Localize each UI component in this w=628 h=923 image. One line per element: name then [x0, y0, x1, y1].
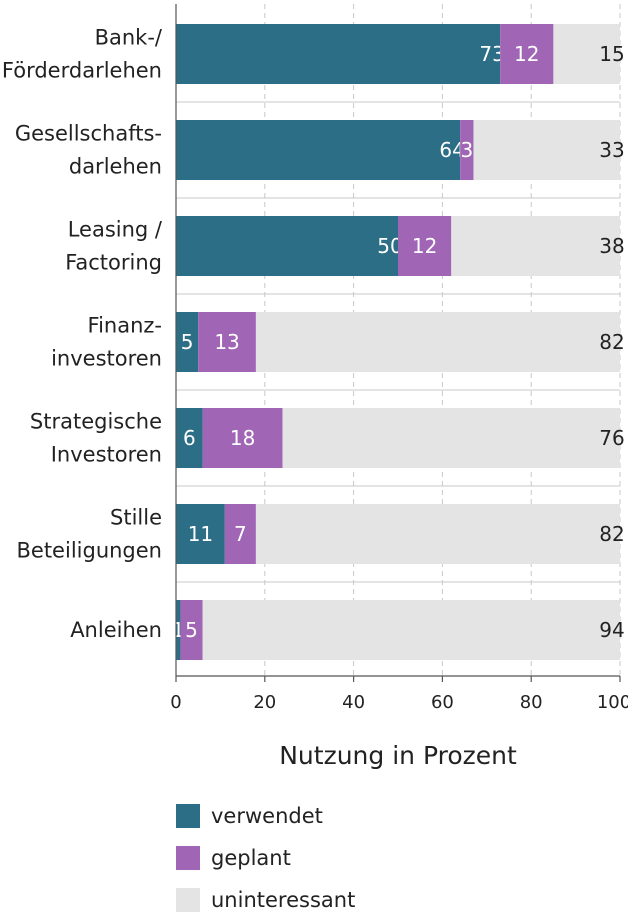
- bar-geplant: [460, 120, 474, 180]
- data-label-uninteressant: 94: [599, 618, 624, 642]
- bar-uninteressant: [473, 120, 620, 180]
- x-tick-label: 80: [520, 692, 543, 713]
- bar-uninteressant: [255, 312, 621, 372]
- category-label: Gesellschafts-darlehen: [15, 122, 162, 179]
- bar-geplant: [180, 600, 203, 660]
- x-tick-label: 60: [431, 692, 454, 713]
- bar-uninteressant: [202, 600, 620, 660]
- category-label: Finanz-investoren: [51, 314, 162, 371]
- bar-verwendet: [176, 120, 461, 180]
- x-tick-label: 100: [597, 692, 628, 713]
- data-label-geplant: 12: [412, 234, 437, 258]
- category-label: Bank-/Förderdarlehen: [2, 26, 163, 83]
- data-label-geplant: 18: [230, 426, 255, 450]
- legend-label-verwendet: verwendet: [211, 804, 323, 828]
- category-label: Anleihen: [70, 618, 162, 642]
- bar-geplant: [224, 504, 256, 564]
- bar-verwendet: [176, 504, 225, 564]
- data-label-uninteressant: 82: [599, 330, 624, 354]
- data-label-uninteressant: 15: [599, 42, 624, 66]
- category-label: Strategische Investoren: [30, 410, 162, 467]
- category-label: Leasing / Factoring: [65, 218, 163, 275]
- data-label-verwendet: 5: [181, 330, 194, 354]
- x-axis-title: Nutzung in Prozent: [279, 741, 517, 770]
- x-tick-label: 40: [342, 692, 365, 713]
- axes: 0 20 40 60 80 100: [170, 4, 628, 713]
- legend-label-uninteressant: uninteressant: [211, 888, 355, 912]
- data-label-uninteressant: 38: [599, 234, 624, 258]
- bar-verwendet: [176, 312, 199, 372]
- bar-geplant: [198, 312, 256, 372]
- x-tick-label: 20: [253, 692, 276, 713]
- data-label-verwendet: 6: [183, 426, 196, 450]
- bar-geplant: [202, 408, 283, 468]
- data-label-geplant: 13: [214, 330, 239, 354]
- category-label: Stille Beteiligungen: [17, 506, 163, 563]
- x-tick-label: 0: [170, 692, 181, 713]
- bar-verwendet: [176, 408, 203, 468]
- bar-verwendet: [176, 216, 398, 276]
- bar-geplant: [500, 24, 554, 84]
- bar-geplant: [398, 216, 452, 276]
- data-label-geplant: 7: [234, 522, 247, 546]
- data-label-geplant: 3: [460, 138, 473, 162]
- legend-label-geplant: geplant: [211, 846, 291, 870]
- data-label-uninteressant: 33: [599, 138, 624, 162]
- data-label-uninteressant: 76: [599, 426, 624, 450]
- bar-uninteressant: [451, 216, 620, 276]
- legend-swatch-uninteressant: [176, 888, 200, 912]
- bar-verwendet: [176, 24, 501, 84]
- legend-swatch-geplant: [176, 846, 200, 870]
- bar-uninteressant: [255, 504, 621, 564]
- bar-uninteressant: [282, 408, 620, 468]
- legend: verwendet geplant uninteressant: [176, 804, 355, 912]
- data-label-geplant: 5: [185, 618, 198, 642]
- legend-swatch-verwendet: [176, 804, 200, 828]
- data-label-geplant: 12: [514, 42, 539, 66]
- data-label-uninteressant: 82: [599, 522, 624, 546]
- data-label-verwendet: 11: [188, 522, 213, 546]
- bar-verwendet: [176, 600, 181, 660]
- bar-uninteressant: [553, 24, 620, 84]
